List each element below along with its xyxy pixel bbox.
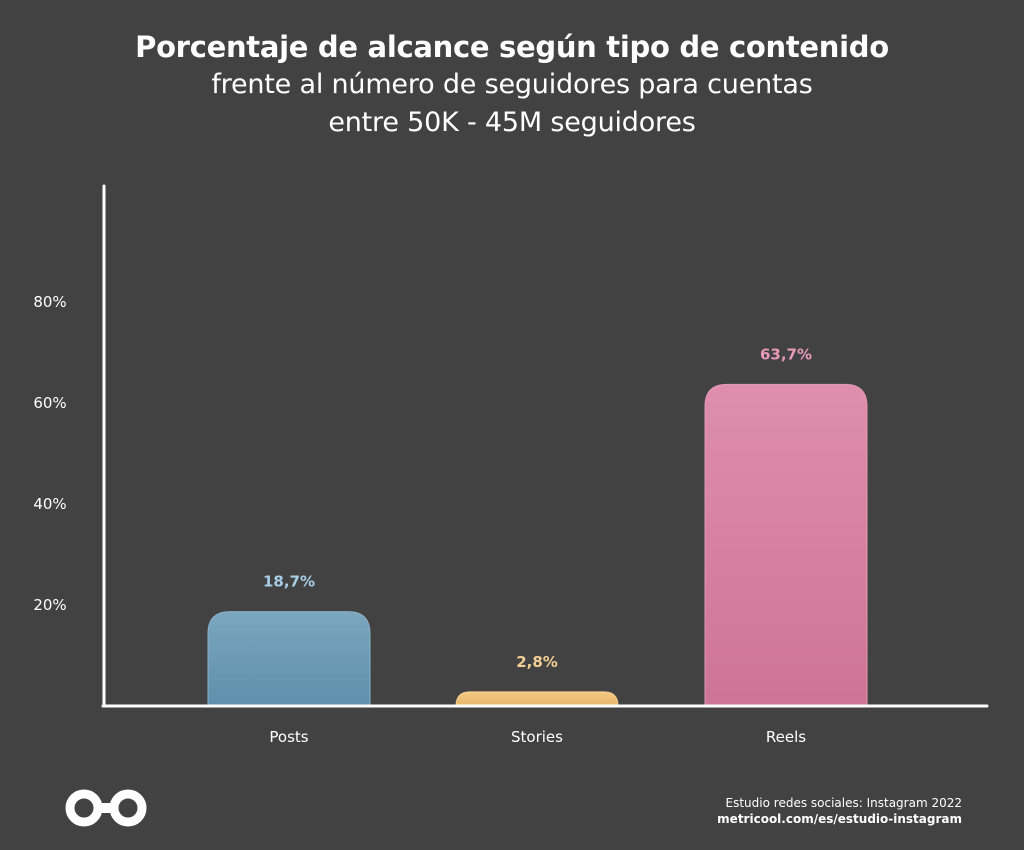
- y-axis-tick-labels: 20% 40% 60% 80%: [33, 293, 66, 614]
- x-tick-label-reels: Reels: [766, 728, 806, 746]
- x-tick-label-stories: Stories: [511, 728, 563, 746]
- source-study-name: Estudio redes sociales: Instagram 2022: [725, 796, 962, 810]
- value-label-reels: 63,7%: [760, 345, 812, 363]
- x-tick-label-posts: Posts: [269, 728, 308, 746]
- value-label-posts: 18,7%: [263, 573, 315, 591]
- chart-subtitle-line-2: entre 50K - 45M seguidores: [328, 107, 696, 138]
- source-credit: Estudio redes sociales: Instagram 2022 m…: [717, 795, 962, 827]
- y-tick-label: 80%: [33, 293, 66, 311]
- bars: [207, 383, 868, 707]
- value-label-stories: 2,8%: [516, 653, 558, 671]
- title-block: Porcentaje de alcance según tipo de cont…: [0, 28, 1024, 142]
- source-url: metricool.com/es/estudio-instagram: [717, 812, 962, 826]
- bar-posts: [207, 611, 371, 707]
- chart-title: Porcentaje de alcance según tipo de cont…: [135, 30, 889, 64]
- x-axis-tick-labels: Posts Stories Reels: [269, 728, 806, 746]
- bar-stories: [455, 691, 619, 707]
- bar-reels: [704, 383, 868, 707]
- metricool-logo-icon: [63, 786, 149, 830]
- y-tick-label: 40%: [33, 495, 66, 513]
- y-tick-label: 60%: [33, 394, 66, 412]
- chart-subtitle-line-1: frente al número de seguidores para cuen…: [211, 69, 813, 100]
- y-tick-label: 20%: [33, 596, 66, 614]
- value-labels: 18,7% 2,8% 63,7%: [263, 345, 812, 671]
